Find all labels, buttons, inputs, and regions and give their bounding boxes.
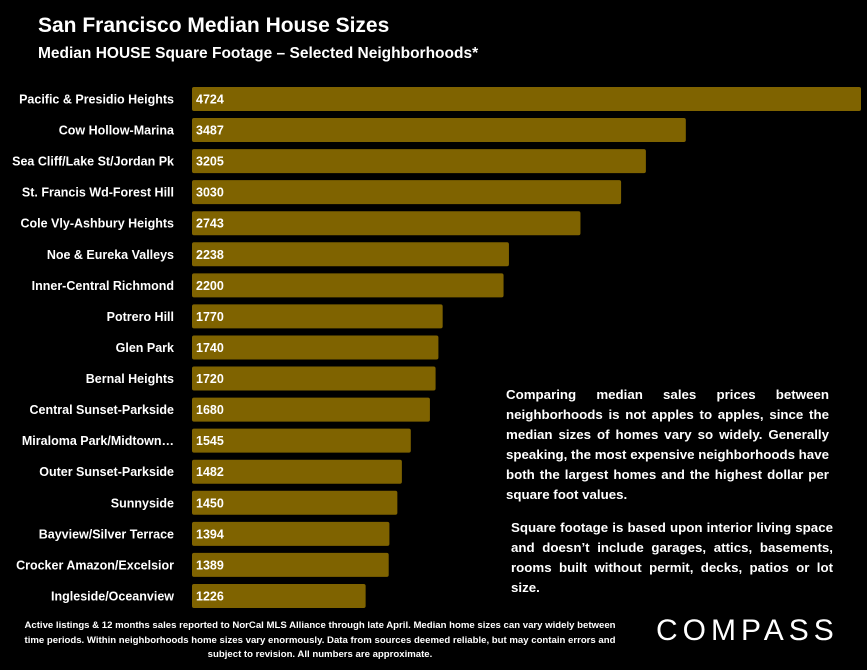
bar — [192, 428, 411, 453]
category-label: Inner-Central Richmond — [32, 279, 174, 293]
category-label: Crocker Amazon/Excelsior — [16, 558, 174, 572]
bar — [192, 273, 504, 298]
bar — [192, 211, 581, 236]
bar-value-label: 3030 — [196, 186, 224, 200]
bar — [192, 149, 646, 174]
chart-title: San Francisco Median House Sizes — [38, 14, 390, 37]
chart-subtitle: Median HOUSE Square Footage – Selected N… — [38, 45, 479, 62]
bar — [192, 397, 430, 422]
bar — [192, 366, 436, 391]
bar — [192, 552, 389, 577]
bar-value-label: 1680 — [196, 403, 224, 417]
category-label: Glen Park — [116, 341, 174, 355]
category-label: Noe & Eureka Valleys — [47, 248, 174, 262]
bar — [192, 180, 622, 205]
bar-value-label: 2743 — [196, 217, 224, 231]
category-label: Cole Vly-Ashbury Heights — [21, 217, 175, 231]
bar — [192, 583, 366, 608]
category-label: Miraloma Park/Midtown… — [22, 434, 174, 448]
note-price-comparison: Comparing median sales prices between ne… — [506, 387, 829, 502]
category-label: Sea Cliff/Lake St/Jordan Pk — [12, 155, 174, 169]
category-label: Potrero Hill — [107, 310, 174, 324]
bar — [192, 459, 402, 484]
bar — [192, 335, 439, 360]
bar-value-label: 1389 — [196, 558, 224, 572]
bar-value-label: 1720 — [196, 372, 224, 386]
category-label: Cow Hollow-Marina — [59, 124, 175, 138]
footnote: Active listings & 12 months sales report… — [24, 620, 616, 660]
category-label: Ingleside/Oceanview — [51, 589, 174, 603]
category-label: Outer Sunset-Parkside — [39, 465, 174, 479]
bar-value-label: 3205 — [196, 155, 224, 169]
bar — [192, 118, 686, 143]
bar-value-label: 1770 — [196, 310, 224, 324]
bar — [192, 304, 443, 329]
note-square-footage: Square footage is based upon interior li… — [511, 520, 833, 595]
compass-logo: COMPASS — [656, 614, 839, 647]
bar-value-label: 2238 — [196, 248, 224, 262]
category-label: Sunnyside — [111, 496, 174, 510]
category-label: Bernal Heights — [86, 372, 174, 386]
bar-value-label: 4724 — [196, 93, 224, 107]
category-label: St. Francis Wd-Forest Hill — [22, 186, 174, 200]
category-label: Central Sunset-Parkside — [30, 403, 175, 417]
category-label: Bayview/Silver Terrace — [39, 527, 174, 541]
bar — [192, 521, 390, 546]
bar-value-label: 1394 — [196, 527, 224, 541]
bar-value-label: 1482 — [196, 465, 224, 479]
bar-value-label: 1450 — [196, 496, 224, 510]
bar-value-label: 1545 — [196, 434, 224, 448]
bar-value-label: 1226 — [196, 589, 224, 603]
bar-value-label: 1740 — [196, 341, 224, 355]
bar — [192, 490, 398, 515]
bar-chart: Pacific & Presidio Heights 4724 Cow Hollow… — [12, 87, 861, 608]
category-label: Pacific & Presidio Heights — [19, 93, 174, 107]
bar-value-label: 3487 — [196, 124, 224, 138]
bar-value-label: 2200 — [196, 279, 224, 293]
bar — [192, 87, 861, 111]
bar — [192, 242, 509, 267]
